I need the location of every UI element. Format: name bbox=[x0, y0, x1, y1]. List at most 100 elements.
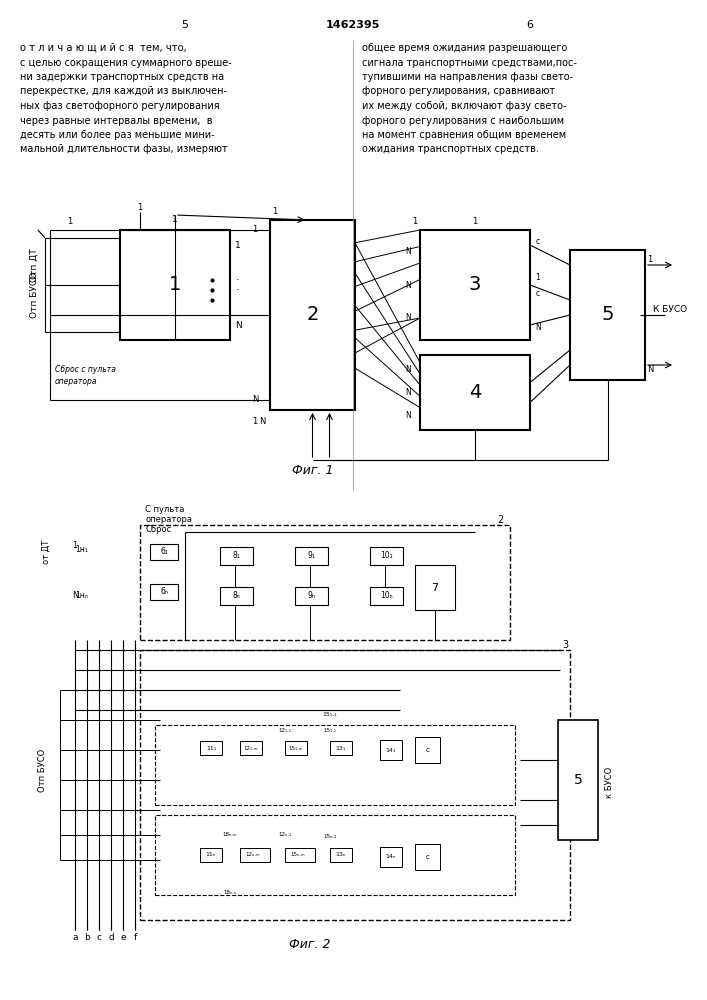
Text: Отп БУСО: Отп БУСО bbox=[38, 748, 47, 792]
Text: 5: 5 bbox=[573, 773, 583, 787]
Text: 1: 1 bbox=[72, 540, 78, 550]
Text: 9ₙ: 9ₙ bbox=[308, 591, 315, 600]
Text: 2: 2 bbox=[306, 306, 319, 324]
Text: 15ₙ.ₘ: 15ₙ.ₘ bbox=[291, 852, 305, 857]
Text: через равные интервалы времени,  в: через равные интервалы времени, в bbox=[20, 115, 213, 125]
Bar bbox=[330, 741, 352, 755]
Bar bbox=[370, 547, 403, 565]
Text: 1: 1 bbox=[412, 218, 418, 227]
Bar bbox=[285, 741, 307, 755]
Text: 12ₙ.ₘ: 12ₙ.ₘ bbox=[246, 852, 260, 857]
Text: N: N bbox=[535, 324, 541, 332]
Bar bbox=[200, 848, 222, 862]
Text: 1: 1 bbox=[252, 226, 257, 234]
Text: c: c bbox=[96, 934, 102, 942]
Text: 8₁: 8₁ bbox=[233, 552, 240, 560]
Text: Отп БУСО: Отп БУСО bbox=[30, 272, 39, 318]
Bar bbox=[420, 355, 530, 430]
Bar bbox=[270, 220, 355, 410]
Text: 1н₁: 1н₁ bbox=[76, 546, 88, 554]
Text: форного регулирования с наибольшим: форного регулирования с наибольшим bbox=[362, 115, 564, 125]
Text: их между собой, включают фазу свето-: их между собой, включают фазу свето- bbox=[362, 101, 566, 111]
Bar bbox=[150, 584, 178, 600]
Text: N: N bbox=[405, 280, 411, 290]
Text: С пульта: С пульта bbox=[145, 506, 185, 514]
Text: N: N bbox=[405, 410, 411, 420]
Bar bbox=[558, 720, 598, 840]
Text: 13₁: 13₁ bbox=[336, 746, 346, 750]
Bar bbox=[140, 525, 510, 640]
Text: ных фаз светофорного регулирования: ных фаз светофорного регулирования bbox=[20, 101, 220, 111]
Text: 1: 1 bbox=[67, 218, 73, 227]
Bar bbox=[370, 587, 403, 605]
Text: Фиг. 2: Фиг. 2 bbox=[289, 938, 331, 952]
Text: 1: 1 bbox=[137, 204, 143, 213]
Text: 7: 7 bbox=[431, 583, 438, 593]
Text: ·: · bbox=[236, 275, 240, 285]
Text: общее время ожидания разрешающего: общее время ожидания разрешающего bbox=[362, 43, 568, 53]
Text: N: N bbox=[647, 365, 653, 374]
Bar bbox=[420, 230, 530, 340]
Text: 5: 5 bbox=[182, 20, 189, 30]
Text: 15₁.₁: 15₁.₁ bbox=[322, 712, 337, 718]
Text: 1: 1 bbox=[536, 272, 540, 282]
Text: от ДТ: от ДТ bbox=[42, 540, 51, 564]
Text: к БУСО: к БУСО bbox=[605, 766, 614, 798]
Text: тупившими на направления фазы свето-: тупившими на направления фазы свето- bbox=[362, 72, 573, 82]
Text: о т л и ч а ю щ и й с я  тем, что,: о т л и ч а ю щ и й с я тем, что, bbox=[20, 43, 187, 53]
Text: b: b bbox=[84, 934, 90, 942]
Bar bbox=[155, 725, 515, 805]
Text: 1: 1 bbox=[172, 216, 178, 225]
Text: сигнала транспортными средствами,пос-: сигнала транспортными средствами,пос- bbox=[362, 57, 577, 68]
Text: N: N bbox=[405, 365, 411, 374]
Text: 18ₙ.ₙ: 18ₙ.ₙ bbox=[223, 890, 237, 894]
Text: 11₁: 11₁ bbox=[206, 746, 216, 750]
Bar bbox=[155, 815, 515, 895]
Text: c: c bbox=[426, 854, 430, 860]
Text: 10ₙ: 10ₙ bbox=[380, 591, 393, 600]
Text: N: N bbox=[405, 314, 411, 322]
Text: оператора: оператора bbox=[55, 377, 98, 386]
Bar bbox=[380, 847, 402, 867]
Bar bbox=[570, 250, 645, 380]
Bar bbox=[415, 844, 440, 870]
Bar bbox=[240, 741, 262, 755]
Text: c: c bbox=[426, 747, 430, 753]
Text: 1: 1 bbox=[235, 240, 241, 249]
Text: форного регулирования, сравнивают: форного регулирования, сравнивают bbox=[362, 87, 555, 97]
Bar bbox=[415, 565, 455, 610]
Text: 4: 4 bbox=[469, 383, 481, 402]
Text: d: d bbox=[108, 934, 114, 942]
Text: ·: · bbox=[236, 285, 240, 295]
Text: 6ₙ: 6ₙ bbox=[160, 587, 168, 596]
Text: 12ₙ.₁: 12ₙ.₁ bbox=[279, 832, 291, 838]
Bar bbox=[150, 544, 178, 560]
Text: Сброс с пульта: Сброс с пульта bbox=[55, 365, 116, 374]
Text: на момент сравнения общим временем: на момент сравнения общим временем bbox=[362, 130, 566, 140]
Bar bbox=[120, 230, 230, 340]
Text: К БУСО: К БУСО bbox=[653, 306, 687, 314]
Text: 15ₙ.₁: 15ₙ.₁ bbox=[323, 834, 337, 840]
Text: N: N bbox=[259, 418, 265, 426]
Bar bbox=[220, 547, 253, 565]
Text: 12₁.ₘ: 12₁.ₘ bbox=[244, 746, 258, 750]
Text: 15₁.ₘ: 15₁.ₘ bbox=[289, 746, 303, 750]
Text: N: N bbox=[252, 395, 258, 404]
Text: 6₁: 6₁ bbox=[160, 548, 168, 556]
Text: 1: 1 bbox=[648, 255, 653, 264]
Text: a: a bbox=[72, 934, 78, 942]
Text: 1: 1 bbox=[272, 208, 278, 217]
Text: 14ₙ: 14ₙ bbox=[386, 854, 396, 859]
Text: e: e bbox=[120, 934, 126, 942]
Bar bbox=[330, 848, 352, 862]
Text: ожидания транспортных средств.: ожидания транспортных средств. bbox=[362, 144, 539, 154]
Bar bbox=[240, 848, 270, 862]
Text: Сброс: Сброс bbox=[145, 526, 171, 534]
Text: 13ₙ: 13ₙ bbox=[336, 852, 346, 857]
Text: 2: 2 bbox=[497, 515, 503, 525]
Text: 1: 1 bbox=[169, 275, 181, 294]
Text: 18ₙ.ₘ: 18ₙ.ₘ bbox=[223, 832, 238, 838]
Bar bbox=[285, 848, 315, 862]
Text: c: c bbox=[536, 288, 540, 298]
Text: 1нₙ: 1нₙ bbox=[76, 590, 88, 599]
